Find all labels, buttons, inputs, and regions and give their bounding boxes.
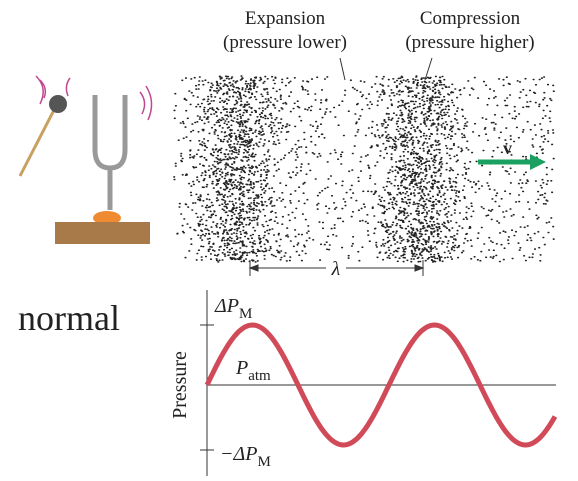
min-label: −ΔPM <box>220 443 271 470</box>
density-pattern <box>173 75 555 263</box>
velocity-arrowhead <box>530 154 546 170</box>
fork-prongs <box>92 95 128 171</box>
wavelength-label: λ <box>331 258 341 280</box>
compression-label: Compression <box>420 8 521 29</box>
atm-label: Patm <box>235 357 271 384</box>
mallet-handle <box>18 109 56 177</box>
compression-note: (pressure higher) <box>405 32 534 53</box>
wood-block <box>55 222 150 244</box>
pressure-curve <box>204 322 558 448</box>
vibration-marks <box>139 85 153 121</box>
label-sub: M <box>257 454 270 470</box>
label-sub: atm <box>248 368 271 384</box>
label-sub: M <box>239 306 252 322</box>
expansion-note: (pressure lower) <box>223 32 347 53</box>
axis-label: Pressure <box>169 351 191 419</box>
label-main: P <box>235 357 248 379</box>
velocity-label: v <box>503 138 512 158</box>
fork-base <box>93 211 121 225</box>
vibration-marks <box>35 75 71 105</box>
label-main: ΔP <box>214 295 239 317</box>
leader-line <box>424 57 433 81</box>
max-label: ΔPM <box>214 295 252 322</box>
wavelength-marker <box>248 260 425 276</box>
leader-line <box>339 57 346 81</box>
label-main: −ΔP <box>220 443 257 465</box>
caption: normal <box>18 298 120 338</box>
expansion-label: Expansion <box>245 8 326 29</box>
tuning-fork <box>18 75 153 244</box>
mallet-head <box>49 95 67 113</box>
